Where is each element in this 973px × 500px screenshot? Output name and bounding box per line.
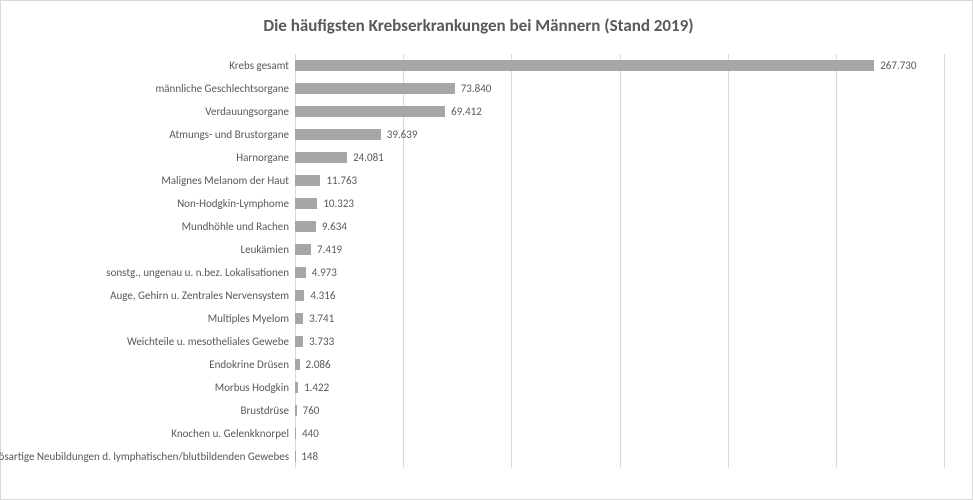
category-label: Auge, Gehirn u. Zentrales Nervensystem: [110, 289, 295, 302]
bar: [295, 313, 303, 324]
value-label: 73.840: [455, 82, 492, 95]
category-label: Harnorgane: [236, 151, 295, 164]
category-label: Krebs gesamt: [229, 59, 295, 72]
gridline: [944, 54, 945, 468]
bar: [295, 267, 306, 278]
bar-row: Malignes Melanom der Haut11.763: [295, 170, 944, 192]
chart-title: Die häufigsten Krebserkrankungen bei Män…: [5, 15, 952, 36]
value-label: 11.763: [320, 174, 357, 187]
value-label: 4.973: [306, 266, 337, 279]
bar: [295, 60, 874, 71]
category-label: Mundhöhle und Rachen: [182, 220, 295, 233]
bar: [295, 221, 316, 232]
value-label: 69.412: [445, 105, 482, 118]
category-label: Endokrine Drüsen: [209, 358, 295, 371]
bar-row: Atmungs- und Brustorgane39.639: [295, 124, 944, 146]
value-label: 148: [295, 450, 318, 463]
value-label: 3.741: [303, 312, 334, 325]
category-label: Brustdrüse: [240, 404, 295, 417]
bar-row: Multiples Myelom3.741: [295, 308, 944, 330]
value-label: 267.730: [874, 59, 916, 72]
category-label: männliche Geschlechtsorgane: [156, 82, 296, 95]
bar-row: Leukämien7.419: [295, 239, 944, 261]
bar-row: Auge, Gehirn u. Zentrales Nervensystem4.…: [295, 285, 944, 307]
plot-area: Krebs gesamt267.730männliche Geschlechts…: [295, 54, 944, 468]
bar: [295, 290, 304, 301]
value-label: 7.419: [311, 243, 342, 256]
category-label: Malignes Melanom der Haut: [161, 174, 295, 187]
bar-row: männliche Geschlechtsorgane73.840: [295, 78, 944, 100]
value-label: 3.733: [303, 335, 334, 348]
bar-row: Knochen u. Gelenkknorpel440: [295, 423, 944, 445]
value-label: 24.081: [347, 151, 384, 164]
value-label: 440: [296, 427, 319, 440]
bar-row: sonstg./n.n.bez. bösartige Neubildungen …: [295, 446, 944, 468]
value-label: 39.639: [381, 128, 418, 141]
category-label: Leukämien: [240, 243, 295, 256]
bar: [295, 83, 455, 94]
bar: [295, 152, 347, 163]
bar-row: Brustdrüse760: [295, 400, 944, 422]
value-label: 9.634: [316, 220, 347, 233]
category-label: Weichteile u. mesotheliales Gewebe: [127, 335, 295, 348]
bar-row: sonstg., ungenau u. n.bez. Lokalisatione…: [295, 262, 944, 284]
bar: [295, 106, 445, 117]
value-label: 760: [297, 404, 320, 417]
bar-row: Harnorgane24.081: [295, 147, 944, 169]
category-label: sonstg., ungenau u. n.bez. Lokalisatione…: [106, 266, 295, 279]
value-label: 2.086: [300, 358, 331, 371]
bar-row: Morbus Hodgkin1.422: [295, 377, 944, 399]
bar: [295, 336, 303, 347]
category-label: Non-Hodgkin-Lymphome: [177, 197, 295, 210]
bar: [295, 244, 311, 255]
bar-row: Non-Hodgkin-Lymphome10.323: [295, 193, 944, 215]
bar: [295, 175, 320, 186]
category-label: Atmungs- und Brustorgane: [169, 128, 295, 141]
category-label: Morbus Hodgkin: [215, 381, 295, 394]
bar: [295, 129, 381, 140]
bar-row: Mundhöhle und Rachen9.634: [295, 216, 944, 238]
category-label: Verdauungsorgane: [205, 105, 295, 118]
bar-chart: Die häufigsten Krebserkrankungen bei Män…: [0, 0, 973, 500]
value-label: 10.323: [317, 197, 354, 210]
category-label: Multiples Myelom: [208, 312, 295, 325]
category-label: Knochen u. Gelenkknorpel: [171, 427, 295, 440]
category-label: sonstg./n.n.bez. bösartige Neubildungen …: [0, 450, 295, 463]
bar-row: Verdauungsorgane69.412: [295, 101, 944, 123]
bar-row: Endokrine Drüsen2.086: [295, 354, 944, 376]
bar-row: Weichteile u. mesotheliales Gewebe3.733: [295, 331, 944, 353]
bar: [295, 198, 317, 209]
value-label: 4.316: [304, 289, 335, 302]
bar-row: Krebs gesamt267.730: [295, 55, 944, 77]
bar-rows: Krebs gesamt267.730männliche Geschlechts…: [295, 54, 944, 468]
value-label: 1.422: [298, 381, 329, 394]
